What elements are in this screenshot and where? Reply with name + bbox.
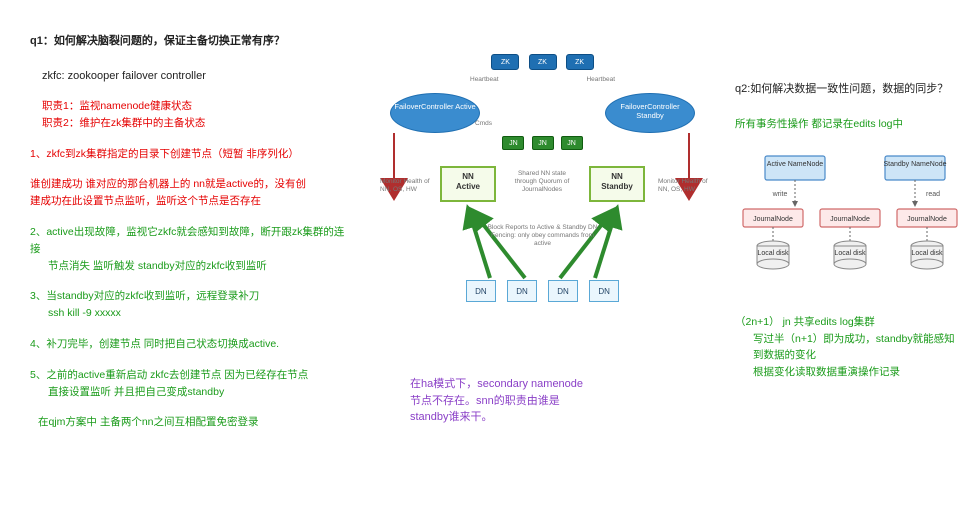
hadoop-ha-diagram: ZK ZK ZK Heartbeat Heartbeat FailoverCon… [370, 48, 715, 348]
zkfc-definition: zkfc: zookooper failover controller [42, 70, 350, 82]
step-2-title: 2、active出现故障，监视它zkfc就会感知到故障，断开跟zk集群的连接 [30, 224, 350, 258]
formula-line2: 写过半（n+1）即为成功，standby就能感知到数据的变化 [753, 331, 965, 365]
nn-active-l2: Active [442, 182, 494, 192]
jn-label: JournalNode [830, 216, 870, 223]
jn-row: JN JN JN [370, 136, 715, 150]
read-label: read [926, 191, 940, 198]
edits-log-note: 所有事务性操作 都记录在edits log中 [735, 116, 965, 133]
step-1-detail: 谁创建成功 谁对应的那台机器上的 nn就是active的，没有创 建成功在此设置… [30, 176, 350, 210]
step-1: 1、zkfc到zk集群指定的目录下创建节点（短暂 非序列化） [30, 146, 350, 163]
step-3-title: 3、当standby对应的zkfc收到监听，远程登录补刀 [30, 288, 350, 305]
q2-column: q2:如何解决数据一致性问题，数据的同步？ 所有事务性操作 都记录在edits … [735, 80, 965, 381]
duties: 职责1：监视namenode健康状态 职责2：维护在zk集群中的主备状态 [42, 98, 350, 132]
svg-text:Local disk: Local disk [757, 250, 789, 257]
qjm-note: 在qjm方案中 主备两个nn之间互相配置免密登录 [38, 414, 350, 431]
jn-node: JN [532, 136, 554, 150]
svg-text:Local disk: Local disk [911, 250, 943, 257]
dn-node: DN [466, 280, 496, 302]
failover-controller-active: FailoverController Active [390, 93, 480, 133]
step-4: 4、补刀完毕，创建节点 同时把自己状态切换成active. [30, 336, 350, 353]
q2-formula-block: （2n+1） jn 共享edits log集群 写过半（n+1）即为成功，sta… [735, 314, 965, 381]
zk-node: ZK [566, 54, 594, 70]
q2-journalnode-diagram: Active NameNode Standby NameNode write r… [735, 151, 965, 301]
dn-node: DN [548, 280, 578, 302]
jn-label: JournalNode [753, 216, 793, 223]
nn-active: NN Active [440, 166, 496, 202]
q2-title: q2:如何解决数据一致性问题，数据的同步？ [735, 80, 965, 96]
zk-row: ZK ZK ZK [370, 54, 715, 70]
duty-2: 职责2：维护在zk集群中的主备状态 [42, 115, 350, 132]
disk-icon: Local disk [757, 241, 789, 269]
formula-line: （2n+1） jn 共享edits log集群 [735, 314, 965, 331]
zk-node: ZK [529, 54, 557, 70]
heartbeat-label: Heartbeat [586, 76, 615, 83]
cmds-label: Cmds [475, 120, 492, 127]
q1-title: q1：如何解决脑裂问题的，保证主备切换正常有序？ [30, 32, 350, 48]
step-1-sub2: 建成功在此设置节点监听，监听这个节点是否存在 [30, 193, 350, 210]
step-2: 2、active出现故障，监视它zkfc就会感知到故障，断开跟zk集群的连接 节… [30, 224, 350, 274]
heartbeat-label: Heartbeat [470, 76, 499, 83]
jn-node: JN [561, 136, 583, 150]
step-5-title: 5、之前的active重新启动 zkfc去创建节点 因为已经存在节点 [30, 367, 350, 384]
step-5-sub: 直接设置监听 并且把自己变成standby [48, 384, 350, 401]
nn-standby-l1: NN [591, 172, 643, 182]
step-5: 5、之前的active重新启动 zkfc去创建节点 因为已经存在节点 直接设置监… [30, 367, 350, 401]
architecture-diagram-column: ZK ZK ZK Heartbeat Heartbeat FailoverCon… [370, 48, 715, 426]
ha-note-2: 节点不存在。snn的职责由谁是 [410, 393, 715, 410]
dn-row: DN DN DN DN [370, 280, 715, 302]
q1-column: q1：如何解决脑裂问题的，保证主备切换正常有序？ zkfc: zookooper… [30, 32, 350, 445]
dn-node: DN [507, 280, 537, 302]
ha-note-1: 在ha模式下，secondary namenode [410, 376, 715, 393]
disk-icon: Local disk [834, 241, 866, 269]
step-2-sub: 节点消失 监听触发 standby对应的zkfc收到监听 [48, 258, 350, 275]
block-reports-label: Block Reports to Active & Standby DN Fen… [485, 224, 600, 247]
active-nn-label: Active NameNode [767, 161, 824, 168]
failover-controller-standby: FailoverController Standby [605, 93, 695, 133]
write-label: write [772, 191, 788, 198]
step-3: 3、当standby对应的zkfc收到监听，远程登录补刀 ssh kill -9… [30, 288, 350, 322]
duty-1: 职责1：监视namenode健康状态 [42, 98, 350, 115]
standby-nn-label: Standby NameNode [883, 161, 946, 168]
step-3-sub: ssh kill -9 xxxxx [48, 305, 350, 322]
monitor-label-right: Monitor Health of NN, OS, HW [658, 178, 713, 194]
monitor-label-left: Monitor Health of NN, OS, HW [380, 178, 435, 194]
nn-active-l1: NN [442, 172, 494, 182]
jn-node: JN [502, 136, 524, 150]
nn-standby: NN Standby [589, 166, 645, 202]
shared-state-label: Shared NN state through Quorum of Journa… [512, 170, 572, 193]
formula-line3: 根据变化读取数据重演操作记录 [753, 364, 965, 381]
nn-standby-l2: Standby [591, 182, 643, 192]
ha-note-3: standby谁来干。 [410, 409, 715, 426]
jn-label: JournalNode [907, 216, 947, 223]
disk-icon: Local disk [911, 241, 943, 269]
step-1-sub1: 谁创建成功 谁对应的那台机器上的 nn就是active的，没有创 [30, 176, 350, 193]
svg-text:Local disk: Local disk [834, 250, 866, 257]
ha-mode-note: 在ha模式下，secondary namenode 节点不存在。snn的职责由谁… [410, 376, 715, 426]
dn-node: DN [589, 280, 619, 302]
step-1-title: 1、zkfc到zk集群指定的目录下创建节点（短暂 非序列化） [30, 146, 350, 163]
zk-node: ZK [491, 54, 519, 70]
